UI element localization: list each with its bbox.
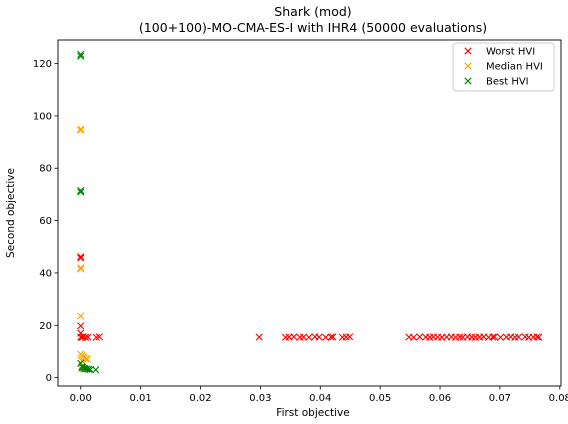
data-point	[329, 333, 337, 341]
data-point	[77, 322, 85, 330]
x-tick-label: 0.03	[249, 393, 271, 404]
data-point	[533, 333, 541, 341]
data-point	[346, 333, 354, 341]
data-point	[290, 333, 298, 341]
data-point	[84, 333, 92, 341]
legend-label: Best HVI	[486, 77, 529, 88]
data-point	[315, 333, 323, 341]
chart-subtitle: (100+100)-MO-CMA-ES-I with IHR4 (50000 e…	[139, 20, 487, 35]
data-point	[81, 333, 90, 341]
data-point	[77, 312, 85, 320]
y-axis-label: Second objective	[5, 168, 17, 258]
data-point	[77, 125, 85, 133]
plot-frame	[57, 39, 562, 387]
y-tick-label: 0	[46, 373, 52, 384]
x-axis-ticks: 0.00 0.01 0.02 0.03 0.04 0.05 0.06 0.07 0.08	[70, 386, 568, 404]
y-tick-label: 100	[33, 111, 52, 122]
data-point	[77, 50, 85, 58]
y-tick-label: 40	[39, 268, 52, 279]
x-tick-label: 0.06	[429, 393, 451, 404]
legend-label: Worst HVI	[486, 47, 535, 58]
data-point	[92, 366, 100, 374]
legend: Worst HVI Median HVI Best HVI	[452, 42, 555, 92]
x-tick-label: 0.07	[489, 393, 511, 404]
x-tick-label: 0.01	[130, 393, 152, 404]
y-axis-ticks: 0 20 40 60 80 100 120	[33, 59, 58, 384]
data-point	[255, 333, 263, 341]
data-point	[84, 365, 93, 373]
data-point	[77, 254, 85, 262]
legend-label: Median HVI	[486, 62, 543, 73]
x-tick-label: 0.00	[70, 393, 92, 404]
legend-marker	[464, 77, 472, 85]
data-point	[77, 264, 85, 272]
x-tick-label: 0.04	[309, 393, 331, 404]
legend-box	[452, 42, 555, 92]
data-point	[299, 333, 308, 341]
data-point	[95, 333, 103, 341]
y-tick-label: 80	[39, 164, 52, 175]
data-point	[77, 126, 85, 134]
y-tick-label: 120	[33, 59, 52, 70]
data-point	[77, 186, 85, 195]
x-tick-label: 0.05	[369, 393, 391, 404]
data-point	[514, 333, 523, 341]
legend-marker	[464, 47, 472, 55]
data-point	[77, 52, 85, 60]
data-point	[322, 333, 330, 341]
plot-marks	[77, 50, 543, 374]
data-point	[489, 333, 497, 341]
x-tick-label: 0.08	[549, 393, 568, 404]
data-point	[77, 253, 85, 261]
legend-marker	[464, 62, 472, 70]
x-axis-label: First objective	[276, 407, 349, 419]
data-point	[305, 333, 313, 341]
data-point	[490, 333, 499, 341]
data-point	[77, 265, 85, 273]
data-point	[327, 333, 335, 341]
data-point	[86, 365, 94, 374]
x-tick-label: 0.02	[189, 393, 211, 404]
y-tick-label: 60	[39, 216, 52, 227]
y-tick-label: 20	[39, 321, 52, 332]
chart-title: Shark (mod)	[274, 4, 351, 19]
data-point	[77, 188, 85, 196]
data-point	[496, 333, 505, 341]
data-point	[416, 333, 424, 341]
data-point	[456, 333, 464, 341]
data-point	[410, 333, 418, 341]
data-point	[535, 333, 543, 341]
data-point	[83, 355, 91, 363]
